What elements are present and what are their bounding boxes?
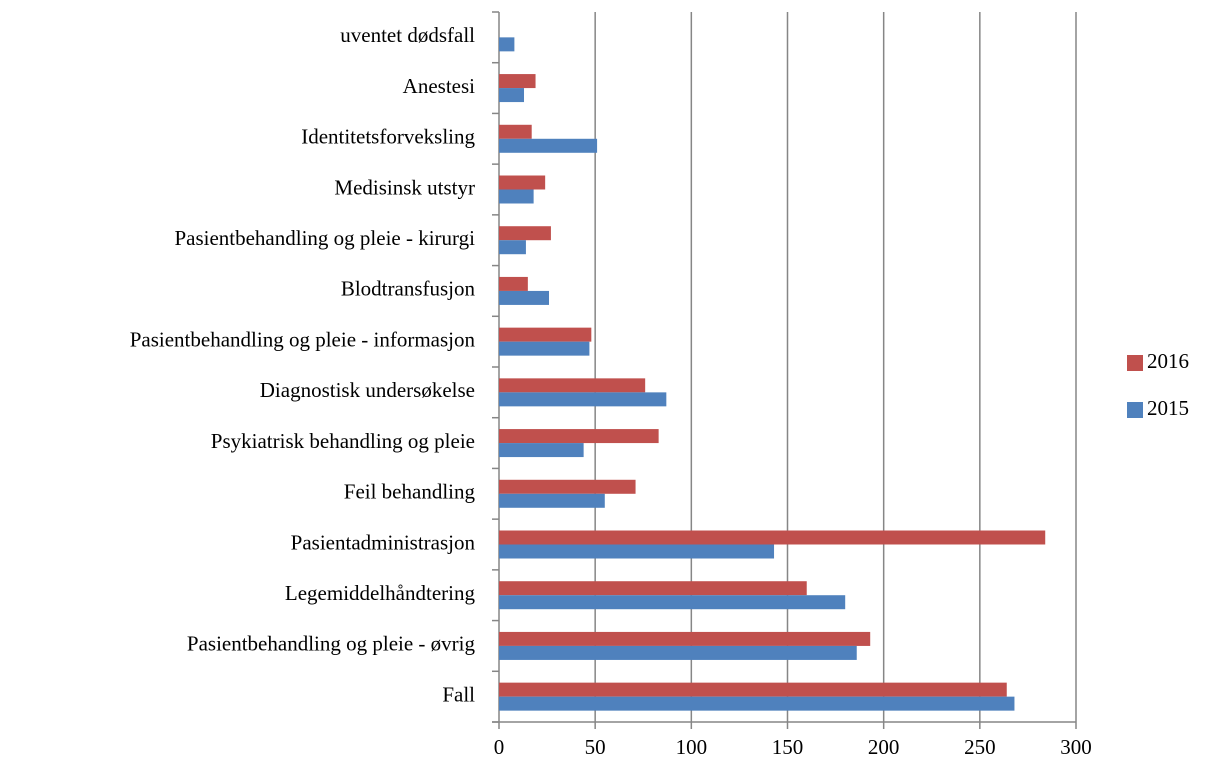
bar — [499, 240, 526, 255]
x-tick-label: 200 — [868, 735, 900, 759]
legend-swatch — [1127, 402, 1143, 418]
x-tick-label: 50 — [585, 735, 606, 759]
bar — [499, 341, 590, 356]
y-tick-label: Blodtransfusjon — [341, 277, 476, 301]
bar — [499, 429, 659, 444]
x-tick-label: 250 — [964, 735, 996, 759]
y-tick-label: uventet dødsfall — [340, 23, 475, 47]
y-tick-label: Feil behandling — [344, 480, 476, 504]
y-tick-label: Legemiddelhåndtering — [285, 581, 476, 605]
bar — [499, 378, 646, 393]
y-tick-label: Fall — [442, 682, 475, 706]
bar — [499, 595, 846, 610]
y-tick-label: Pasientbehandling og pleie - kirurgi — [174, 226, 475, 250]
bar — [499, 327, 592, 342]
bar — [499, 530, 1046, 545]
x-tick-label: 300 — [1060, 735, 1092, 759]
bar — [499, 276, 528, 291]
legend-label: 2016 — [1147, 349, 1189, 373]
y-tick-label: Medisinsk utstyr — [334, 175, 475, 199]
y-tick-label: Pasientbehandling og pleie - informasjon — [130, 327, 476, 351]
bar — [499, 631, 871, 646]
x-tick-label: 150 — [772, 735, 804, 759]
bar — [499, 682, 1007, 697]
y-tick-label: Psykiatrisk behandling og pleie — [211, 429, 475, 453]
y-tick-label: Identitetsforveksling — [301, 125, 475, 149]
bar — [499, 74, 536, 89]
bar — [499, 175, 546, 190]
bar — [499, 392, 667, 407]
bar — [499, 138, 598, 153]
legend-label: 2015 — [1147, 396, 1189, 420]
bar — [499, 479, 636, 494]
bar — [499, 696, 1015, 711]
y-tick-label: Pasientadministrasjon — [291, 530, 476, 554]
bar — [499, 544, 775, 559]
bar — [499, 290, 550, 305]
bar — [499, 581, 807, 596]
bar — [499, 645, 857, 660]
bar — [499, 493, 605, 508]
bar — [499, 124, 532, 139]
bar — [499, 443, 584, 458]
y-tick-label: Anestesi — [403, 74, 475, 98]
legend-swatch — [1127, 355, 1143, 371]
x-tick-label: 0 — [494, 735, 505, 759]
bar — [499, 37, 515, 52]
x-tick-label: 100 — [676, 735, 708, 759]
bar — [499, 189, 534, 204]
bar — [499, 88, 525, 103]
y-tick-label: Pasientbehandling og pleie - øvrig — [187, 632, 476, 656]
y-tick-label: Diagnostisk undersøkelse — [260, 378, 475, 402]
bar — [499, 226, 551, 241]
